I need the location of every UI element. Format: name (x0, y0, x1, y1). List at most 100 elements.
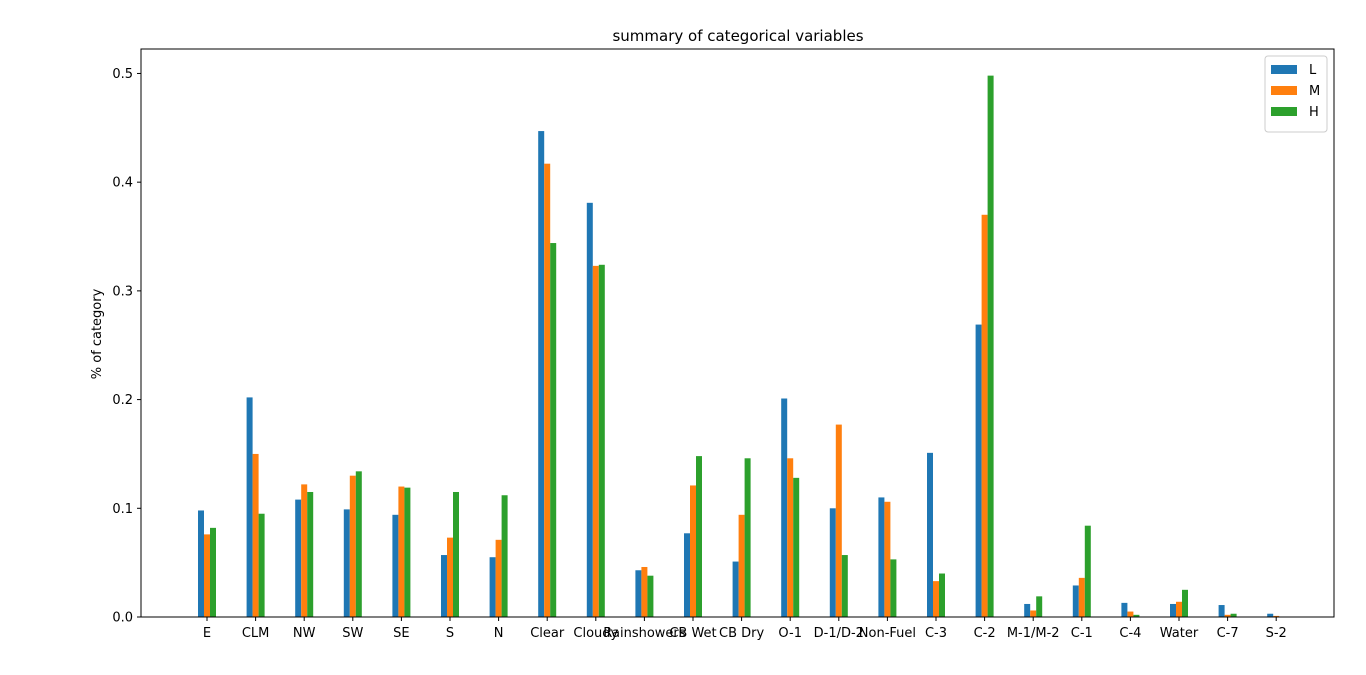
bar-M-14 (884, 501, 891, 617)
x-tick-label: Rainshowers (603, 626, 686, 641)
x-tick-label: CLM (242, 626, 270, 641)
bar-H-20 (1182, 589, 1188, 617)
bar-L-21 (1218, 605, 1225, 617)
legend-label-L: L (1309, 63, 1317, 78)
legend-swatch-M (1271, 86, 1297, 95)
bar-M-5 (447, 537, 453, 617)
bar-L-7 (538, 131, 545, 617)
bar-L-17 (1024, 603, 1031, 617)
bar-M-22 (1273, 615, 1280, 617)
bar-M-16 (981, 214, 988, 617)
bar-L-3 (343, 509, 350, 617)
bar-H-1 (258, 513, 265, 617)
bar-H-19 (1133, 614, 1140, 617)
bar-H-7 (550, 243, 557, 618)
bar-H-14 (890, 559, 897, 617)
bar-L-22 (1267, 613, 1274, 617)
bar-M-17 (1030, 610, 1037, 617)
bar-H-3 (355, 471, 362, 617)
y-tick-label: 0.1 (112, 502, 133, 517)
bar-M-19 (1127, 611, 1134, 617)
legend-swatch-H (1271, 107, 1297, 116)
bar-M-15 (933, 581, 939, 617)
bar-H-6 (501, 495, 508, 617)
x-tick-label: N (494, 626, 504, 641)
bar-L-0 (198, 510, 204, 617)
bar-M-18 (1078, 577, 1085, 617)
bar-H-17 (1036, 596, 1043, 617)
x-tick-label: Water (1160, 626, 1199, 641)
bar-M-0 (204, 534, 210, 617)
x-tick-label: CB Wet (669, 626, 716, 641)
x-tick-label: C-3 (925, 626, 947, 641)
bar-L-9 (635, 570, 642, 617)
bar-M-13 (835, 424, 842, 617)
y-tick-label: 0.0 (112, 611, 133, 626)
bar-L-4 (392, 514, 399, 617)
bar-H-4 (404, 487, 411, 617)
bar-L-10 (684, 533, 690, 617)
x-tick-label: Cloudy (573, 626, 618, 641)
bar-L-14 (878, 497, 885, 617)
x-tick-label: SW (342, 626, 363, 641)
bar-H-10 (696, 456, 702, 617)
bar-M-9 (641, 566, 648, 617)
bar-L-18 (1072, 585, 1079, 617)
y-tick-label: 0.2 (112, 393, 133, 408)
bar-M-21 (1224, 614, 1231, 617)
bar-H-18 (1084, 525, 1091, 617)
x-tick-label: C-2 (974, 626, 996, 641)
bar-H-13 (841, 555, 848, 617)
x-tick-label: O-1 (778, 626, 802, 641)
bar-H-21 (1230, 613, 1237, 617)
bar-H-16 (987, 75, 994, 617)
x-tick-label: NW (293, 626, 316, 641)
bar-L-6 (489, 557, 496, 617)
bar-L-1 (246, 397, 253, 617)
y-axis-label: % of category (90, 288, 105, 379)
bar-H-15 (939, 573, 945, 617)
x-tick-label: Non-Fuel (859, 626, 916, 641)
bar-L-12 (781, 398, 788, 617)
bar-L-19 (1121, 602, 1128, 617)
bar-L-20 (1170, 603, 1176, 617)
bar-M-10 (690, 485, 696, 617)
plot-area: 0.0 0.1 0.2 0.3 0.4 0.5 E CLM NW SW SE S N Clear Cloud… (112, 67, 1286, 641)
bar-H-2 (307, 491, 314, 617)
x-tick-label: C-4 (1119, 626, 1141, 641)
y-tick-label: 0.4 (112, 176, 133, 191)
bar-M-20 (1176, 601, 1182, 617)
legend-label-H: H (1309, 105, 1319, 120)
x-tick-label: SE (393, 626, 409, 641)
bar-L-5 (441, 555, 447, 617)
legend-label-M: M (1309, 84, 1320, 99)
x-tick-label: CB Dry (719, 626, 764, 641)
y-tick-label: 0.5 (112, 67, 133, 82)
bar-H-5 (453, 491, 459, 617)
x-tick-label: D-1/D-2 (814, 626, 864, 641)
bar-M-6 (495, 539, 502, 617)
y-tick-label: 0.3 (112, 284, 133, 299)
bar-M-11 (738, 514, 745, 617)
x-tick-label: M-1/M-2 (1007, 626, 1060, 641)
bar-H-9 (647, 575, 654, 617)
bar-M-7 (544, 163, 551, 617)
bar-L-11 (732, 561, 739, 617)
plot-frame (140, 48, 1335, 618)
x-tick-label: C-1 (1071, 626, 1093, 641)
bar-H-0 (210, 527, 216, 617)
bar-M-12 (787, 458, 794, 617)
x-tick-label: S (446, 626, 454, 641)
x-tick-label: E (203, 626, 211, 641)
bar-M-8 (592, 265, 599, 617)
bar-H-8 (598, 264, 605, 617)
x-tick-label: C-7 (1217, 626, 1239, 641)
bar-M-3 (349, 475, 356, 617)
bar-L-16 (975, 324, 982, 617)
x-tick-label: S-2 (1266, 626, 1287, 641)
bar-L-15 (927, 452, 933, 617)
legend: LMH (1264, 55, 1328, 133)
bar-L-2 (295, 499, 302, 617)
